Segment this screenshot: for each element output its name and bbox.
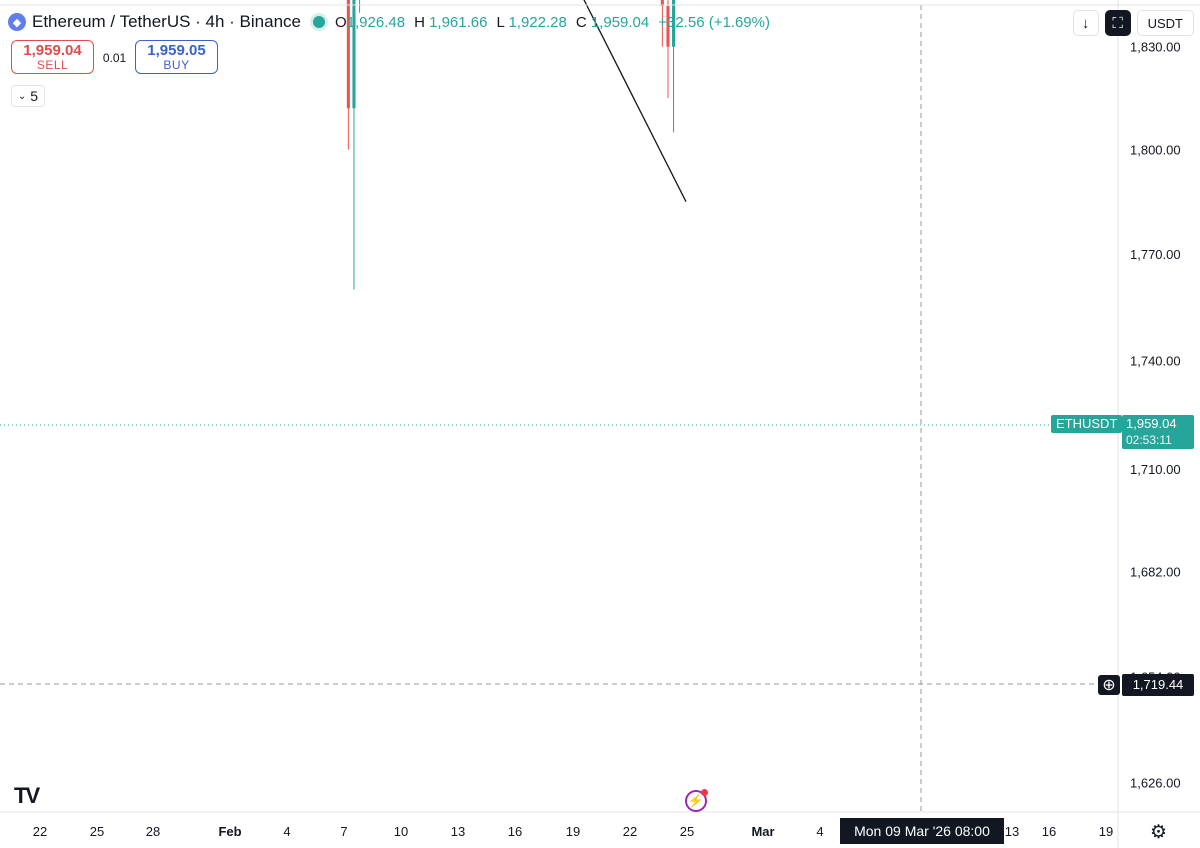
currency-button[interactable]: USDT xyxy=(1136,10,1194,36)
ohlc-open: O1,926.48 xyxy=(335,13,406,31)
market-status-icon xyxy=(313,16,325,28)
price-tick-label: 1,682.00 xyxy=(1130,565,1181,580)
symbol-header: ◆ Ethereum / TetherUS · 4h · Binance O1,… xyxy=(8,10,770,34)
tradingview-logo-icon[interactable]: TV xyxy=(14,783,40,808)
gear-icon[interactable]: ⚙ xyxy=(1150,822,1168,843)
buy-label: BUY xyxy=(163,58,190,72)
trendline xyxy=(583,0,687,202)
candle-body xyxy=(666,6,670,47)
time-tick-label: 16 xyxy=(508,824,522,839)
crosshair-price-label: 1,719.44 xyxy=(1122,674,1194,696)
time-tick-label: 19 xyxy=(566,824,580,839)
buy-price: 1,959.05 xyxy=(147,42,206,59)
lightning-icon[interactable]: ⚡ xyxy=(685,789,708,812)
price-tick-label: 1,626.00 xyxy=(1130,776,1181,791)
time-tick-label: 4 xyxy=(816,824,823,839)
ethereum-icon: ◆ xyxy=(8,13,26,31)
ohlc-low: L 1,922.28 xyxy=(496,13,567,31)
candles xyxy=(346,0,676,290)
time-tick-label: 28 xyxy=(146,824,160,839)
price-tick-label: 1,800.00 xyxy=(1130,143,1181,158)
last-price-label: 1,959.04 02:53:11 xyxy=(1122,415,1194,449)
price-tick-label: 1,770.00 xyxy=(1130,247,1181,262)
symbol-price-tag: ETHUSDT xyxy=(1051,415,1123,433)
time-tick-label: 13 xyxy=(451,824,465,839)
trendlines[interactable] xyxy=(344,0,724,202)
interval-dropdown[interactable]: ⌄ 5 xyxy=(11,85,45,107)
time-tick-label: 22 xyxy=(33,824,47,839)
sell-label: SELL xyxy=(36,58,69,72)
ohlc-high: H 1,961.66 xyxy=(414,13,488,31)
chevron-down-icon: ⌄ xyxy=(17,90,27,102)
time-tick-label: 16 xyxy=(1042,824,1056,839)
time-tick-label: 13 xyxy=(1005,824,1019,839)
candle-body xyxy=(672,0,676,47)
buy-button[interactable]: 1,959.05 BUY xyxy=(135,40,218,74)
time-tick-label: 19 xyxy=(1099,824,1113,839)
sell-button[interactable]: 1,959.04 SELL xyxy=(11,40,94,74)
notification-dot xyxy=(701,789,708,796)
symbol-title[interactable]: Ethereum / TetherUS · 4h · Binance xyxy=(32,12,301,31)
price-tick-label: 1,830.00 xyxy=(1130,40,1181,55)
arrow-down-icon[interactable]: ↓ xyxy=(1072,10,1099,36)
time-tick-label: 25 xyxy=(90,824,104,839)
time-tick-label: 22 xyxy=(623,824,637,839)
fullscreen-icon[interactable]: ⛶ xyxy=(1104,10,1131,36)
interval-value: 5 xyxy=(30,88,39,104)
price-change: +32.56 (+1.69%) xyxy=(658,13,770,31)
price-tick-label: 1,710.00 xyxy=(1130,462,1181,477)
time-tick-label: 4 xyxy=(283,824,290,839)
time-tick-label: 7 xyxy=(340,824,347,839)
sell-price: 1,959.04 xyxy=(23,42,82,59)
bar-countdown: 02:53:11 xyxy=(1126,433,1172,447)
add-alert-plus-icon[interactable]: ⊕ xyxy=(1098,675,1120,695)
crosshair-time-label: Mon 09 Mar '26 08:00 xyxy=(840,818,1004,844)
ohlc-close: C 1,959.04 xyxy=(575,13,650,31)
spread-value: 0.01 xyxy=(102,51,127,65)
last-price-value: 1,959.04 xyxy=(1126,416,1177,431)
candle-body xyxy=(660,0,664,7)
time-tick-label: Feb xyxy=(218,824,241,839)
crosshair-lines xyxy=(0,5,1118,812)
top-toolbar: ↓ ⛶ USDT xyxy=(1072,10,1194,36)
time-tick-label: 25 xyxy=(680,824,694,839)
candle-body xyxy=(352,0,356,109)
price-tick-label: 1,740.00 xyxy=(1130,354,1181,369)
candle-body xyxy=(346,0,350,109)
time-tick-label: Mar xyxy=(751,824,774,839)
time-tick-label: 10 xyxy=(394,824,408,839)
